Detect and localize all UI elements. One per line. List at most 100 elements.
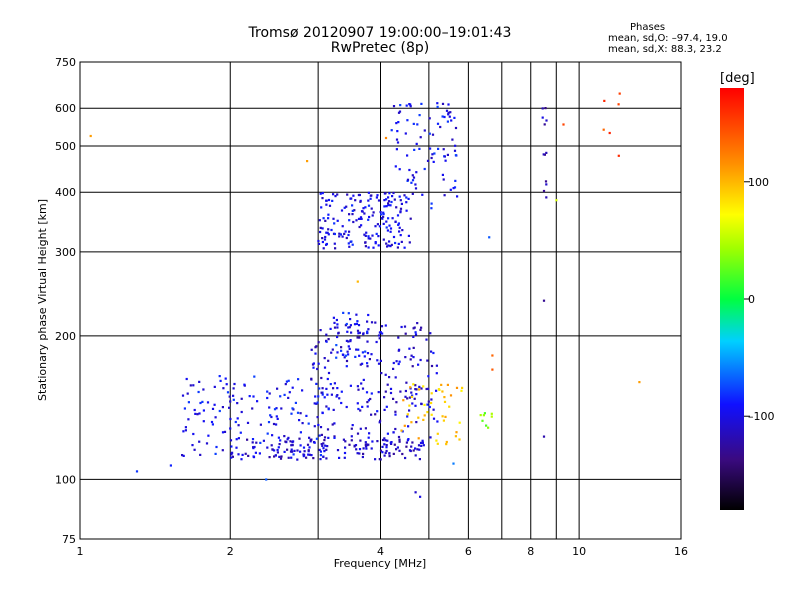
data-point xyxy=(392,431,395,434)
data-point xyxy=(291,407,294,410)
data-point xyxy=(451,138,454,141)
data-point xyxy=(287,436,290,439)
data-point xyxy=(414,187,418,190)
data-point xyxy=(365,447,368,450)
data-point xyxy=(291,444,294,447)
data-point xyxy=(333,435,336,438)
data-point xyxy=(443,155,446,158)
data-point xyxy=(211,407,215,410)
data-point xyxy=(408,347,411,350)
data-point xyxy=(430,350,433,353)
data-point xyxy=(421,441,424,444)
data-point xyxy=(356,452,359,455)
data-point xyxy=(301,389,304,392)
data-point xyxy=(224,377,227,380)
data-point xyxy=(325,231,328,234)
data-point xyxy=(325,243,328,246)
data-point xyxy=(425,387,428,391)
data-point xyxy=(366,405,369,408)
data-point xyxy=(392,191,395,195)
data-point xyxy=(545,196,548,199)
data-point xyxy=(405,381,408,384)
data-point xyxy=(392,105,396,108)
data-point xyxy=(387,200,391,203)
data-point xyxy=(317,239,320,243)
data-point xyxy=(355,322,358,325)
data-point xyxy=(409,358,412,361)
data-point xyxy=(406,413,409,416)
data-point xyxy=(383,396,386,399)
data-point xyxy=(367,313,370,317)
data-point xyxy=(319,450,322,453)
data-point xyxy=(313,441,316,444)
data-point xyxy=(291,441,294,444)
data-point xyxy=(318,387,321,390)
y-tick-label: 600 xyxy=(55,102,76,115)
y-tick-label: 750 xyxy=(55,56,76,69)
x-tick-label: 4 xyxy=(377,545,384,558)
data-point xyxy=(226,391,230,394)
data-point xyxy=(326,231,329,234)
data-point xyxy=(443,400,447,403)
data-point xyxy=(336,387,339,390)
data-point xyxy=(357,348,360,351)
data-point xyxy=(436,420,439,423)
data-point xyxy=(321,237,324,240)
data-point xyxy=(372,211,375,214)
data-point xyxy=(343,356,346,359)
data-point xyxy=(191,444,194,447)
data-point xyxy=(317,395,320,398)
data-point xyxy=(253,445,256,449)
data-point xyxy=(350,439,353,442)
data-point xyxy=(490,412,493,415)
data-point xyxy=(430,156,433,160)
data-point xyxy=(258,452,261,455)
data-point xyxy=(273,449,276,452)
data-point xyxy=(394,413,397,416)
data-point xyxy=(371,214,374,217)
data-point xyxy=(290,412,293,415)
data-point xyxy=(323,357,326,360)
data-point xyxy=(408,404,411,407)
data-point xyxy=(362,378,365,381)
data-point xyxy=(347,312,350,315)
data-point xyxy=(367,199,370,202)
data-point xyxy=(407,197,410,200)
data-point xyxy=(349,318,352,321)
data-point xyxy=(340,401,343,405)
data-point xyxy=(617,103,620,106)
data-point xyxy=(357,388,360,391)
data-point xyxy=(443,396,446,399)
data-point xyxy=(420,102,423,105)
data-point xyxy=(421,439,424,442)
data-point xyxy=(268,392,271,395)
data-point xyxy=(430,364,434,368)
data-point xyxy=(422,444,425,447)
data-point xyxy=(379,331,382,334)
data-point xyxy=(329,383,332,386)
data-point xyxy=(366,352,370,355)
data-point xyxy=(400,429,403,432)
data-point xyxy=(232,387,235,390)
data-point xyxy=(397,242,400,245)
data-point xyxy=(344,446,347,449)
data-point xyxy=(401,452,404,456)
data-point xyxy=(356,329,360,332)
data-point xyxy=(388,376,391,379)
data-point xyxy=(323,450,326,453)
data-point xyxy=(394,220,397,223)
data-point xyxy=(344,354,348,357)
data-point xyxy=(383,205,386,208)
data-point xyxy=(237,437,240,440)
data-point xyxy=(308,446,311,449)
data-point xyxy=(423,167,426,171)
data-point xyxy=(306,160,309,163)
data-point xyxy=(429,147,432,150)
data-point xyxy=(315,437,318,440)
data-point xyxy=(355,448,358,451)
data-point xyxy=(357,193,360,197)
data-point xyxy=(214,416,217,419)
data-point xyxy=(389,227,393,230)
data-point xyxy=(271,434,274,437)
data-point xyxy=(371,440,374,443)
